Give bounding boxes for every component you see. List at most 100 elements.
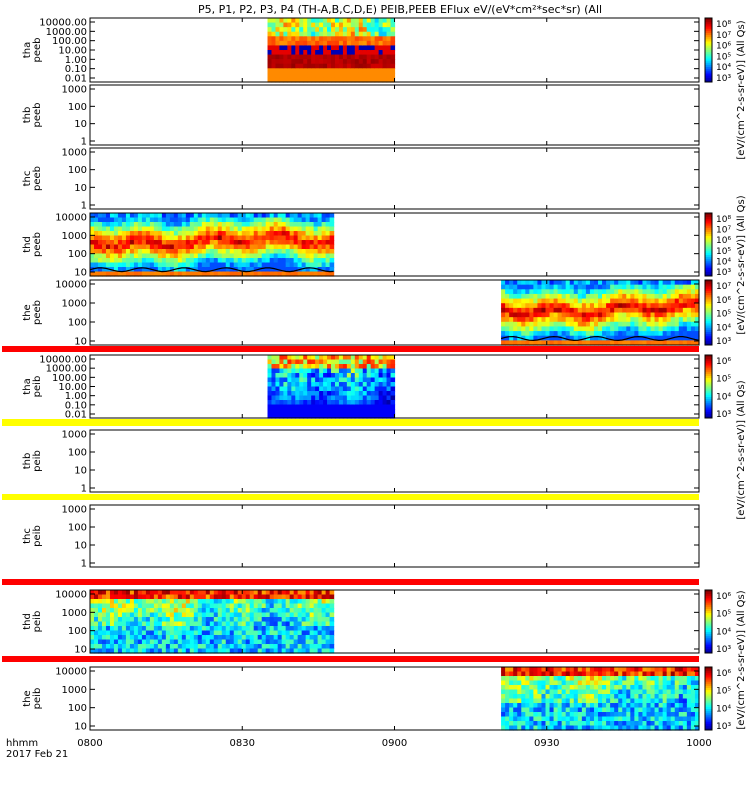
spectrogram-cell: [686, 712, 692, 718]
spectrogram-cell: [329, 231, 335, 237]
spectrogram-cell: [293, 235, 299, 241]
spectrogram-cell: [521, 284, 526, 290]
spectrogram-cell: [117, 635, 123, 641]
spectrogram-cell: [561, 298, 567, 304]
spectrogram-cell: [350, 391, 356, 397]
spectrogram-cell: [374, 77, 380, 83]
spectrogram-cell: [287, 22, 292, 28]
spectrogram-cell: [346, 355, 352, 361]
spectrogram-cell: [121, 249, 127, 255]
spectrogram-cell: [253, 648, 259, 654]
spectrogram-cell: [281, 271, 287, 277]
spectrogram-cell: [545, 698, 551, 704]
spectrogram-cell: [338, 45, 344, 51]
spectrogram-cell: [217, 235, 223, 241]
spectrogram-cell: [245, 217, 251, 223]
colorbar-step: [705, 604, 712, 608]
spectrogram-cell: [386, 45, 392, 51]
spectrogram-cell: [622, 321, 627, 328]
spectrogram-cell: [289, 635, 295, 641]
spectrogram-cell: [137, 594, 143, 600]
colorbar-step: [705, 35, 712, 38]
spectrogram-cell: [209, 271, 215, 277]
spectrogram-cell: [201, 244, 207, 250]
spectrogram-cell: [350, 59, 356, 65]
spectrogram-cell: [293, 231, 299, 237]
colorbar-frame: [704, 279, 713, 346]
spectrogram-cell: [221, 639, 227, 645]
spectrogram-cell: [293, 244, 299, 250]
spectrogram-cell: [317, 617, 323, 623]
spectrogram-cell: [93, 639, 99, 645]
spectrogram-cell: [181, 226, 187, 232]
spectrogram-cell: [323, 68, 328, 74]
spectrogram-cell: [245, 258, 251, 264]
spectrogram-cell: [149, 226, 155, 232]
spectrogram-cell: [581, 680, 587, 686]
colorbar-step: [705, 336, 712, 339]
spectrogram-cell: [386, 368, 392, 374]
spectrogram-cell: [529, 331, 534, 337]
spectrogram-cell: [694, 326, 700, 332]
spectrogram-cell: [273, 258, 279, 264]
spectrogram-cell: [141, 621, 147, 627]
spectrogram-cell: [261, 639, 267, 645]
spectrogram-cell: [541, 303, 547, 309]
spectrogram-cell: [501, 667, 506, 673]
spectrogram-cell: [561, 698, 567, 704]
spectrogram-cell: [193, 617, 199, 623]
spectrogram-cell: [650, 676, 656, 682]
spectrogram-cell: [309, 262, 315, 268]
spectrogram-cell: [610, 284, 615, 290]
spectrogram-cell: [501, 280, 506, 286]
spectrogram-cell: [573, 707, 579, 713]
spectrogram-cell: [311, 359, 316, 365]
spectrogram-cell: [275, 22, 281, 28]
spectrogram-cell: [321, 226, 327, 232]
spectrogram-cell: [245, 262, 251, 268]
spectrogram-cell: [565, 685, 571, 691]
colorbar-step: [705, 265, 712, 269]
y-tick-label: 10: [74, 337, 87, 348]
spectrogram-cell: [606, 676, 611, 682]
spectrogram-cell: [390, 22, 396, 28]
spectrogram-cell: [161, 262, 167, 268]
spectrogram-cell: [209, 213, 215, 219]
spectrogram-cell: [650, 303, 656, 309]
spectrogram-cell: [593, 303, 599, 309]
spectrogram-cell: [311, 31, 316, 37]
spectrogram-cell: [521, 689, 526, 695]
spectrogram-cell: [301, 231, 307, 237]
spectrogram-cell: [315, 395, 320, 401]
spectrogram-cell: [109, 213, 115, 219]
spectrogram-cell: [153, 235, 159, 241]
colorbar-tick-label: 10⁸: [716, 215, 731, 225]
spectrogram-cell: [121, 617, 127, 623]
spectrogram-cell: [165, 617, 171, 623]
spectrogram-cell: [299, 68, 304, 74]
spectrogram-cell: [315, 18, 320, 24]
spectrogram-cell: [173, 262, 179, 268]
spectrogram-cell: [674, 326, 680, 332]
spectrogram-cell: [303, 400, 308, 406]
spectrogram-cell: [277, 231, 283, 237]
colorbars-layer: 10⁸10⁷10⁶10⁵10⁴10³10⁸10⁷10⁶10⁵10⁴10³10⁷1…: [704, 17, 731, 732]
spectrogram-cell: [338, 36, 344, 42]
spectrogram-cell: [315, 59, 320, 65]
spectrogram-cell: [209, 635, 215, 641]
spectrogram-cell: [694, 725, 700, 731]
spectrogram-cell: [157, 630, 163, 636]
spectrogram-cell: [281, 594, 287, 600]
spectrogram-cell: [694, 716, 700, 722]
spectrogram-cell: [682, 293, 688, 300]
y-tick-label: 1000: [62, 430, 87, 441]
spectrogram-cell: [165, 648, 171, 654]
spectrogram-cell: [561, 707, 567, 713]
spectrogram-cell: [342, 45, 348, 51]
spectrogram-cell: [153, 603, 159, 609]
spectrogram-cell: [622, 312, 627, 318]
spectrogram-cell: [265, 226, 271, 232]
spectrogram-cell: [313, 226, 319, 232]
spectrogram-cell: [241, 594, 247, 600]
spectrogram-cell: [585, 689, 591, 695]
